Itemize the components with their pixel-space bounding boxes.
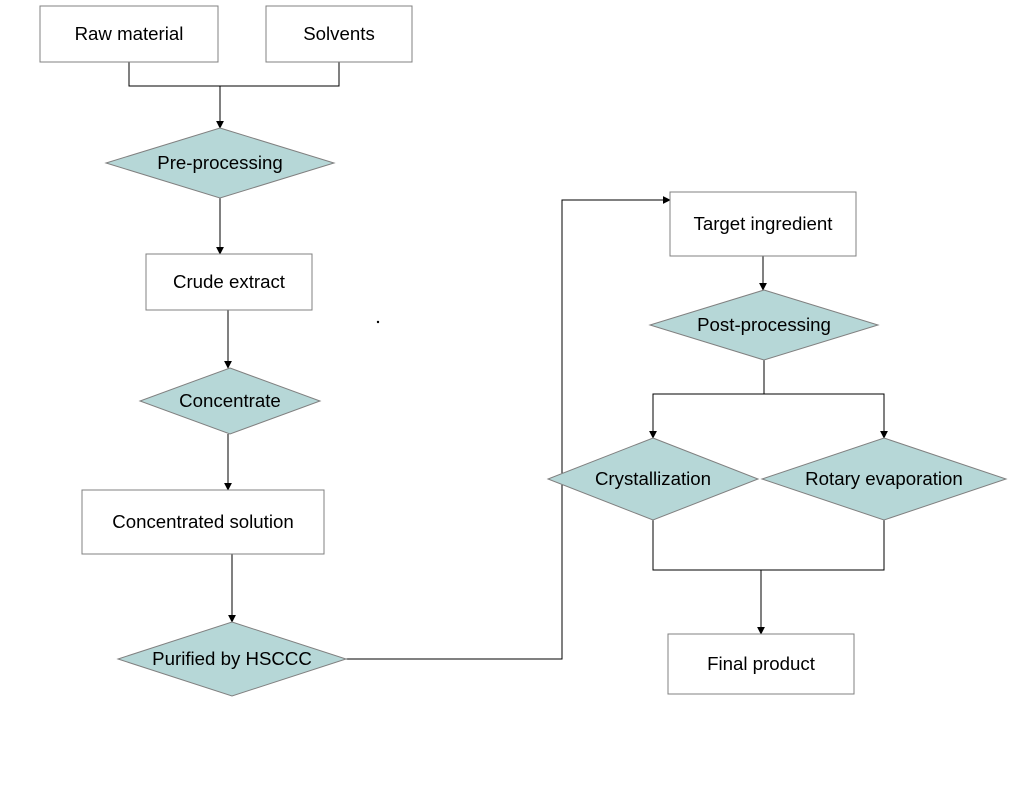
diamond-node-concentrate [140,368,320,434]
rect-node-final [668,634,854,694]
nodes-group [40,6,1006,696]
flowchart-canvas [0,0,1013,791]
diamond-node-postproc [650,290,878,360]
rect-node-target [670,192,856,256]
rect-node-concsol [82,490,324,554]
rect-node-solvents [266,6,412,62]
edge [346,200,670,659]
rect-node-crude [146,254,312,310]
diamond-node-cryst [548,438,758,520]
edge [129,62,339,86]
edge [653,360,764,438]
edge [653,520,884,570]
edge [764,394,884,438]
rect-node-raw [40,6,218,62]
dot-mark [377,321,379,323]
diamond-node-hsccc [118,622,346,696]
diamond-node-preproc [106,128,334,198]
diamond-node-rotary [762,438,1006,520]
